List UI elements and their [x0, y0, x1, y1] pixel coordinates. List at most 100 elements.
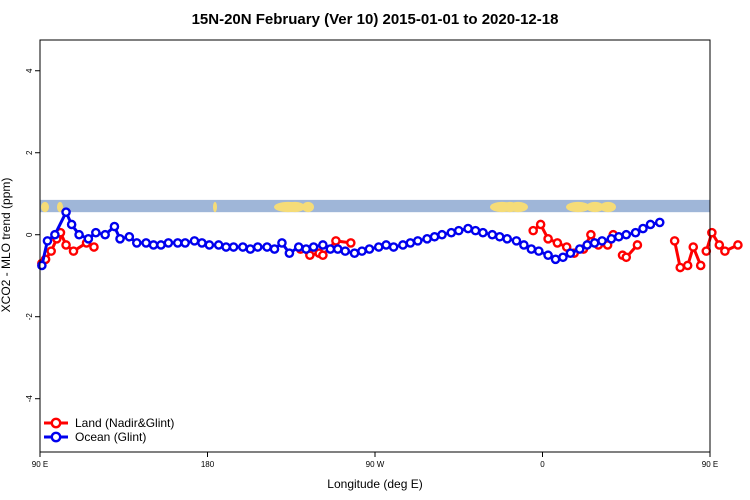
data-point	[245, 244, 256, 254]
data-point	[437, 229, 447, 240]
legend-label: Land (Nadir&Glint)	[75, 416, 174, 430]
data-point	[614, 231, 624, 242]
data-point	[701, 246, 712, 256]
data-point	[552, 238, 563, 248]
data-point	[61, 240, 71, 250]
legend-marker	[50, 431, 62, 443]
data-point	[621, 229, 632, 240]
data-point	[511, 236, 522, 246]
data-point	[733, 240, 743, 250]
map-strip-land	[508, 201, 528, 213]
data-point	[494, 231, 505, 242]
data-point	[204, 240, 215, 250]
data-point	[543, 234, 553, 244]
data-point	[148, 240, 159, 250]
data-point	[221, 242, 231, 252]
x-tick-label: 90 E	[32, 460, 48, 469]
data-point	[550, 254, 561, 265]
data-point	[46, 246, 56, 256]
data-point	[502, 234, 512, 244]
data-point	[340, 246, 351, 256]
y-tick-label: 0	[25, 232, 34, 237]
data-point	[707, 227, 717, 238]
x-tick-label: 90 E	[702, 460, 718, 469]
data-point	[91, 227, 101, 238]
data-point	[586, 229, 596, 240]
data-point	[213, 240, 224, 250]
data-point	[318, 250, 328, 261]
chart-title: 15N-20N February (Ver 10) 2015-01-01 to …	[192, 11, 559, 28]
data-point	[109, 221, 120, 232]
data-point	[252, 242, 263, 252]
y-tick-label: -4	[25, 395, 34, 403]
data-point	[526, 244, 537, 254]
data-point	[533, 246, 544, 256]
data-point	[141, 238, 151, 248]
data-point	[124, 231, 135, 242]
data-point	[606, 234, 617, 244]
legend-label: Ocean (Glint)	[75, 430, 146, 444]
data-point	[714, 240, 725, 250]
map-strip-land	[586, 201, 604, 213]
map-strip-land	[285, 201, 305, 213]
data-point	[645, 219, 656, 230]
data-point	[131, 238, 142, 248]
data-point	[364, 244, 375, 254]
data-point	[42, 236, 53, 246]
data-point	[388, 242, 399, 252]
data-point	[558, 252, 568, 263]
legend: Land (Nadir&Glint)Ocean (Glint)	[44, 416, 174, 444]
x-axis: 90 E 180 90 W 0 90 E	[32, 452, 718, 469]
data-point	[528, 225, 538, 236]
data-point	[61, 207, 71, 217]
data-point	[565, 248, 576, 258]
data-point	[262, 242, 272, 252]
data-point	[346, 238, 356, 248]
data-point	[180, 238, 190, 248]
x-tick-label: 90 W	[366, 460, 385, 469]
data-point	[228, 242, 239, 252]
map-strip-land	[213, 201, 217, 213]
data-point	[318, 240, 328, 250]
data-point	[381, 240, 391, 250]
data-point	[720, 246, 730, 256]
data-point	[688, 242, 699, 252]
data-point	[519, 240, 529, 250]
data-point	[308, 242, 319, 252]
y-axis: -4 -2 0 2 4	[25, 68, 40, 402]
data-point	[293, 242, 304, 252]
data-point	[156, 240, 166, 250]
data-point	[163, 238, 174, 248]
data-point	[172, 238, 183, 248]
data-point	[638, 223, 648, 234]
data-point	[429, 231, 440, 242]
legend-marker	[50, 417, 62, 429]
data-point	[582, 240, 592, 250]
data-point	[89, 242, 99, 252]
data-point	[413, 236, 423, 246]
data-point	[332, 244, 343, 254]
data-point	[373, 242, 384, 252]
y-tick-label: 2	[25, 150, 34, 155]
data-point	[574, 244, 585, 254]
map-strip-land	[41, 201, 49, 213]
data-point	[269, 244, 280, 254]
x-tick-label: 0	[540, 460, 545, 469]
data-point	[543, 250, 553, 261]
series-layer	[37, 207, 743, 273]
data-point	[422, 234, 432, 244]
data-point	[597, 236, 607, 246]
data-point	[331, 236, 341, 246]
map-strip-land	[600, 201, 616, 213]
data-point	[405, 238, 416, 248]
data-point	[654, 217, 665, 228]
data-point	[470, 225, 481, 236]
data-point	[478, 227, 488, 238]
data-point	[66, 219, 77, 230]
map-strip-ocean	[40, 199, 710, 213]
data-point	[238, 242, 248, 252]
data-point	[632, 240, 643, 250]
x-tick-label: 180	[201, 460, 215, 469]
data-point	[589, 238, 600, 248]
